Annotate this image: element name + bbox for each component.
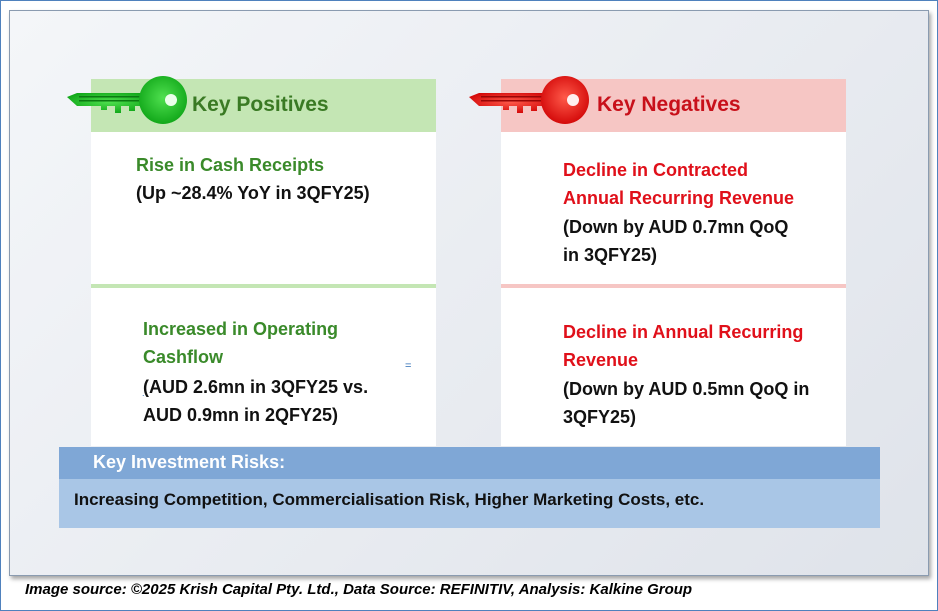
positives-header-title: Key Positives: [192, 93, 329, 116]
positive-1-title: Rise in Cash Receipts: [136, 155, 325, 175]
image-source-caption: Image source: ©2025 Krish Capital Pty. L…: [25, 581, 693, 598]
negative-2-title-line2: Revenue: [563, 350, 639, 370]
positive-2-title-line1: Increased in Operating: [143, 319, 339, 339]
negative-1-title-line2: Annual Recurring Revenue: [563, 188, 795, 208]
negative-1-detail-line1: (Down by AUD 0.7mn QoQ: [563, 217, 789, 237]
negative-card-1: Decline in Contracted Annual Recurring R…: [501, 132, 846, 288]
investment-risks-text: Increasing Competition, Commercialisatio…: [74, 490, 705, 509]
positive-card-1: Rise in Cash Receipts (Up ~28.4% YoY in …: [91, 132, 436, 288]
investment-risks-body: Increasing Competition, Commercialisatio…: [59, 479, 880, 528]
negative-2-detail-line2: 3QFY25): [563, 407, 637, 427]
negatives-header-title: Key Negatives: [597, 93, 741, 116]
positive-card-2: Increased in Operating Cashflow (AUD 2.6…: [91, 288, 436, 446]
positive-2-detail-line1: (AUD 2.6mn in 3QFY25 vs.: [143, 377, 369, 397]
negative-2-detail-line1: (Down by AUD 0.5mn QoQ in: [563, 379, 810, 399]
negatives-column: Key Negatives Decline in Contracted Annu…: [501, 79, 846, 446]
positives-column: Key Positives Rise in Cash Receipts (Up …: [91, 79, 436, 446]
positive-2-detail-line2: AUD 0.9mn in 2QFY25): [143, 405, 339, 425]
stray-dot: .: [142, 388, 145, 398]
positive-2-title-line2: Cashflow: [143, 347, 224, 367]
investment-risks-title: Key Investment Risks:: [93, 452, 286, 472]
green-key-icon: [67, 76, 187, 124]
investment-risks-header: Key Investment Risks:: [59, 447, 880, 479]
negative-1-detail-line2: in 3QFY25): [563, 245, 658, 265]
investment-risks-box: Key Investment Risks: Increasing Competi…: [59, 447, 880, 528]
positive-1-detail: (Up ~28.4% YoY in 3QFY25): [136, 183, 370, 203]
red-key-icon: [469, 76, 589, 124]
negative-card-2: Decline in Annual Recurring Revenue (Dow…: [501, 288, 846, 446]
stray-mark: =: [405, 360, 412, 372]
negative-2-title-line1: Decline in Annual Recurring: [563, 322, 804, 342]
negative-1-title-line1: Decline in Contracted: [563, 160, 749, 180]
